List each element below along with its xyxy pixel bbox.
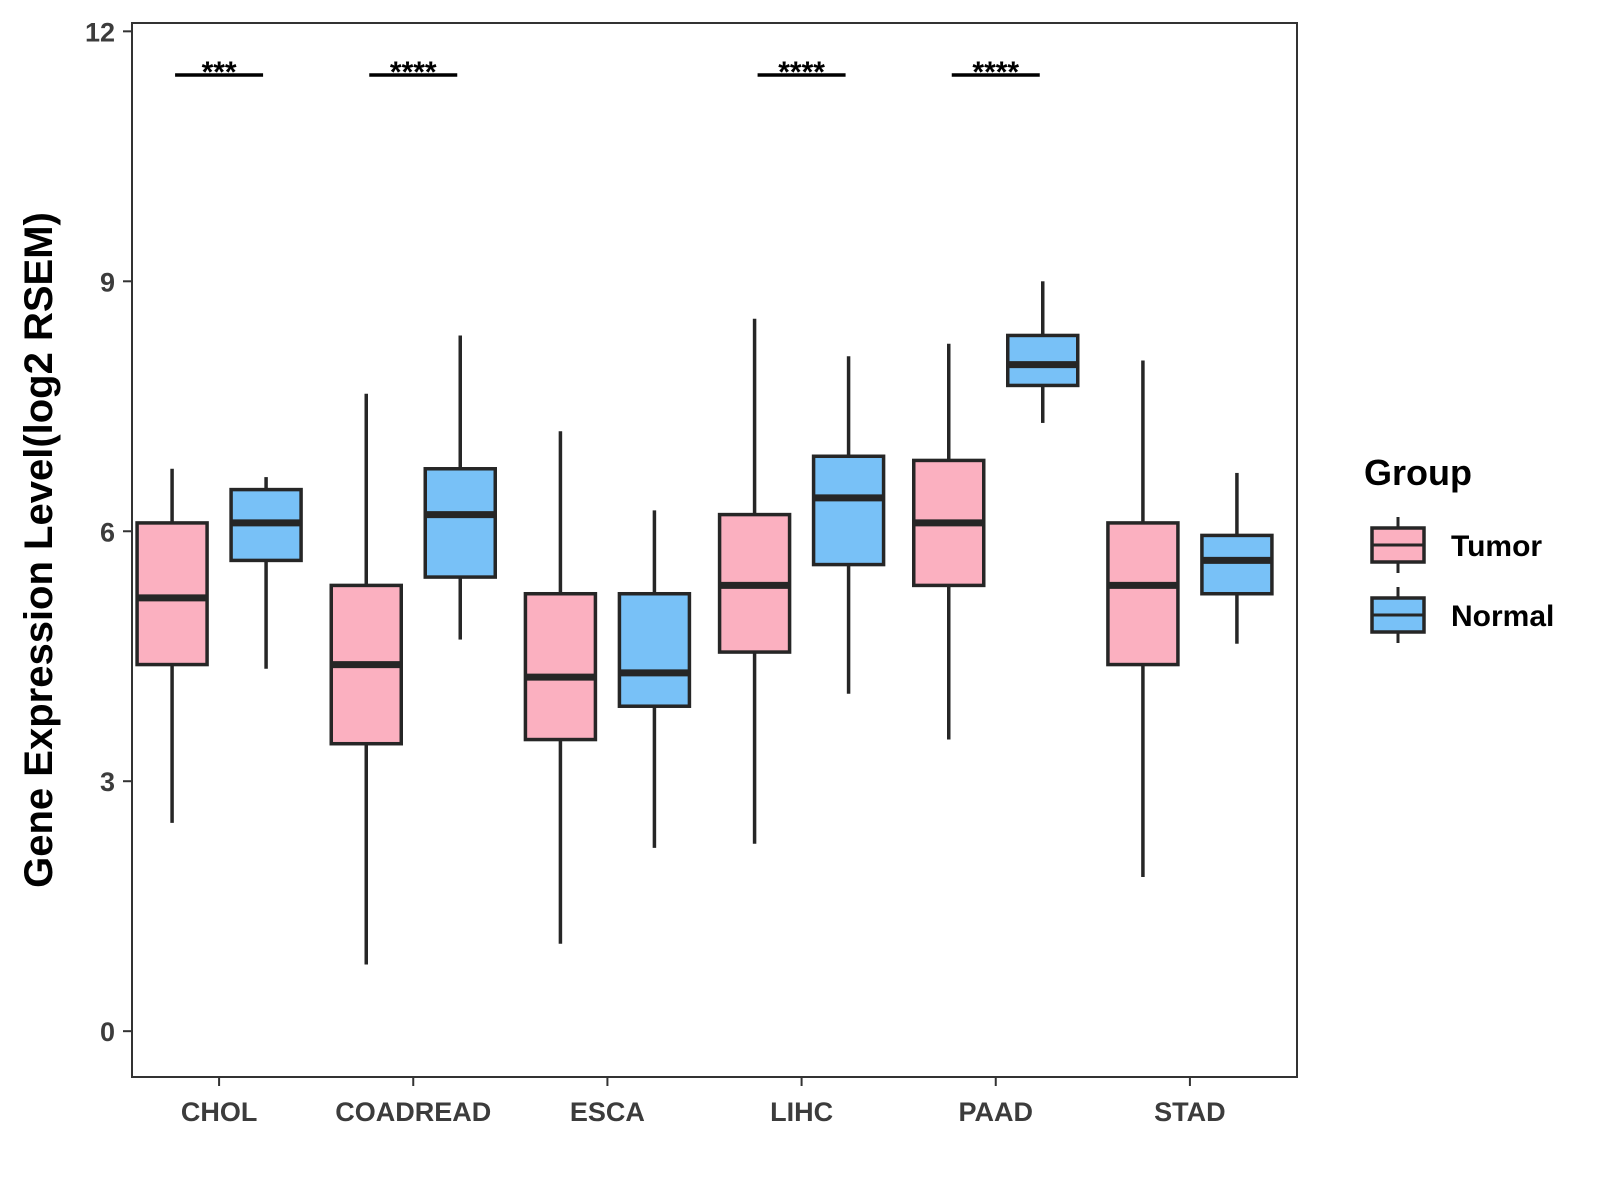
- y-tick-label: 12: [85, 17, 115, 47]
- box-iqr: [1006, 333, 1080, 388]
- box-tumor-esca: [523, 431, 598, 944]
- box-iqr: [523, 591, 598, 742]
- box-normal-chol: [229, 477, 303, 669]
- x-tick-label-stad: STAD: [1154, 1097, 1226, 1127]
- legend: Group Tumor Normal: [1364, 452, 1554, 643]
- box-tumor-paad: [912, 343, 986, 740]
- x-axis: CHOL COADREAD ESCA LIHC PAAD STAD: [181, 1077, 1226, 1127]
- box-normal-coadread: [423, 335, 497, 640]
- significance-layer: *** **** **** ****: [175, 56, 1040, 89]
- legend-item-normal: Normal: [1370, 587, 1554, 643]
- boxes-layer: [135, 281, 1274, 965]
- box-tumor-stad: [1106, 360, 1180, 878]
- y-tick-label: 0: [100, 1017, 115, 1047]
- legend-title: Group: [1364, 452, 1472, 493]
- significance-label: ****: [390, 56, 437, 89]
- significance-chol: ***: [175, 56, 264, 89]
- box-iqr: [135, 521, 209, 667]
- significance-label: ***: [202, 56, 237, 89]
- y-tick-label: 3: [100, 767, 115, 797]
- box-iqr: [1106, 521, 1180, 667]
- significance-coadread: ****: [369, 56, 458, 89]
- legend-label-normal: Normal: [1451, 600, 1554, 633]
- box-iqr: [423, 467, 497, 579]
- legend-label-tumor: Tumor: [1451, 530, 1542, 563]
- box-normal-lihc: [811, 356, 886, 694]
- box-tumor-chol: [135, 468, 209, 823]
- significance-label: ****: [972, 56, 1019, 89]
- plot-background: [132, 23, 1297, 1077]
- box-normal-stad: [1200, 472, 1274, 644]
- box-tumor-coadread: [329, 393, 403, 965]
- x-tick-label-esca: ESCA: [570, 1097, 645, 1127]
- significance-lihc: ****: [757, 56, 846, 89]
- box-iqr: [1200, 533, 1274, 596]
- x-tick-label-chol: CHOL: [181, 1097, 258, 1127]
- significance-paad: ****: [951, 56, 1040, 89]
- y-axis: 0 3 6 9 12: [85, 17, 132, 1047]
- box-iqr: [811, 454, 886, 567]
- x-tick-label-paad: PAAD: [958, 1097, 1033, 1127]
- y-tick-label: 6: [100, 517, 115, 547]
- box-iqr: [617, 591, 692, 708]
- plot-panel-border: [131, 22, 1298, 1078]
- box-tumor-lihc: [717, 318, 792, 844]
- y-axis-title: Gene Expression Level(log2 RSEM): [17, 212, 61, 888]
- box-normal-esca: [617, 510, 692, 848]
- box-normal-paad: [1006, 281, 1080, 423]
- x-tick-label-lihc: LIHC: [770, 1097, 833, 1127]
- x-tick-label-coadread: COADREAD: [335, 1097, 491, 1127]
- significance-label: ****: [778, 56, 825, 89]
- y-tick-label: 9: [100, 267, 115, 297]
- legend-item-tumor: Tumor: [1370, 517, 1542, 573]
